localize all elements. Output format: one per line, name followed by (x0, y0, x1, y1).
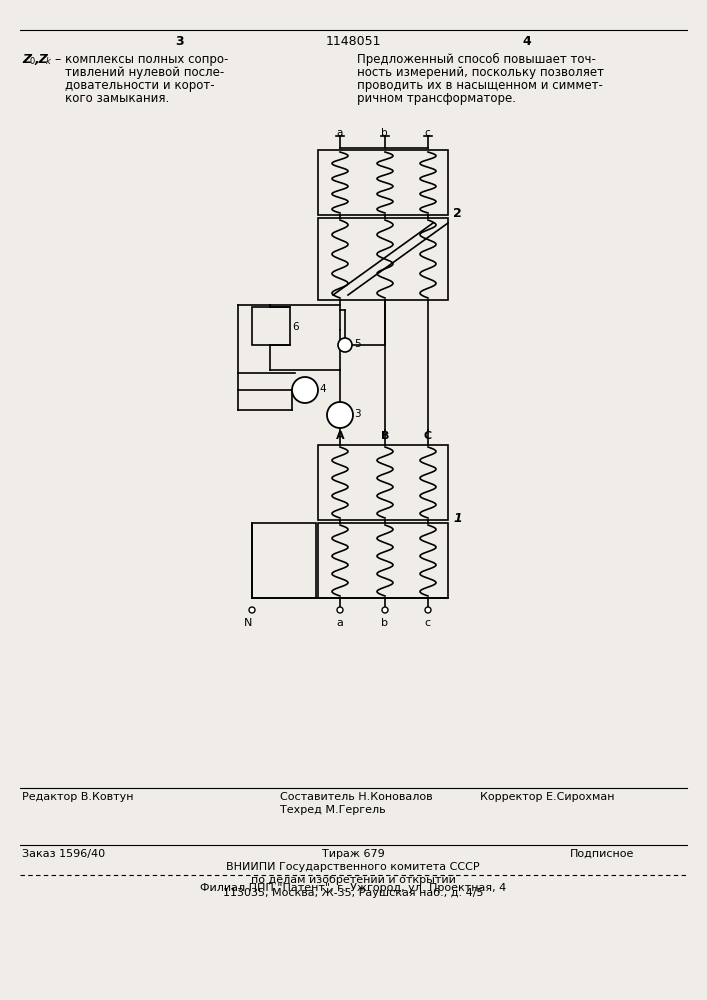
Text: Составитель Н.Коновалов: Составитель Н.Коновалов (280, 792, 433, 802)
Text: Заказ 1596/40: Заказ 1596/40 (22, 849, 105, 859)
Text: ричном трансформаторе.: ричном трансформаторе. (357, 92, 516, 105)
Circle shape (338, 338, 352, 352)
Bar (318, 445, 448, 520)
Text: 2: 2 (453, 207, 462, 220)
Text: Редактор В.Ковтун: Редактор В.Ковтун (22, 792, 134, 802)
Text: b: b (381, 128, 387, 138)
Text: Подписное: Подписное (570, 849, 634, 859)
Circle shape (292, 377, 318, 403)
Text: –: – (51, 53, 62, 66)
Text: 4: 4 (319, 384, 326, 394)
Circle shape (327, 402, 353, 428)
Text: довательности и корот-: довательности и корот- (65, 79, 215, 92)
Text: ность измерений, поскольку позволяет: ность измерений, поскольку позволяет (357, 66, 604, 79)
Text: c: c (424, 618, 430, 628)
Circle shape (382, 607, 388, 613)
Bar (318, 150, 448, 215)
Circle shape (337, 607, 343, 613)
Text: 4: 4 (522, 35, 532, 48)
Text: ВНИИПИ Государственного комитета СССР: ВНИИПИ Государственного комитета СССР (226, 862, 480, 872)
Text: 113035, Москва, Ж-35, Раушская наб., д. 4/5: 113035, Москва, Ж-35, Раушская наб., д. … (223, 888, 484, 898)
Text: 1: 1 (453, 512, 462, 525)
Bar (318, 218, 448, 300)
Text: проводить их в насыщенном и симмет-: проводить их в насыщенном и симмет- (357, 79, 603, 92)
Text: 0: 0 (29, 57, 34, 66)
Text: Филиал ППП "Патент", г. Ужгород, ул. Проектная, 4: Филиал ППП "Патент", г. Ужгород, ул. Про… (200, 883, 506, 893)
Text: 3: 3 (354, 409, 361, 419)
Text: 1148051: 1148051 (325, 35, 381, 48)
Bar (318, 523, 448, 598)
Text: Техред М.Гергель: Техред М.Гергель (280, 805, 385, 815)
Bar (252, 523, 316, 598)
Text: Тираж 679: Тираж 679 (322, 849, 385, 859)
Text: A: A (336, 431, 344, 441)
Circle shape (249, 607, 255, 613)
Text: Корректор Е.Сирохман: Корректор Е.Сирохман (480, 792, 614, 802)
Text: N: N (244, 618, 252, 628)
Text: c: c (424, 128, 430, 138)
Text: b: b (381, 618, 388, 628)
Text: тивлений нулевой после-: тивлений нулевой после- (65, 66, 224, 79)
Text: A: A (335, 409, 343, 419)
Text: ,Z: ,Z (34, 53, 48, 66)
Text: 6: 6 (292, 322, 298, 332)
Text: комплексы полных сопро-: комплексы полных сопро- (65, 53, 228, 66)
Text: по делам изобретений и открытий: по делам изобретений и открытий (250, 875, 455, 885)
Text: кого замыкания.: кого замыкания. (65, 92, 169, 105)
Text: k: k (46, 57, 51, 66)
Text: B: B (381, 431, 390, 441)
Text: a: a (336, 618, 343, 628)
Text: Z: Z (22, 53, 31, 66)
Text: 5: 5 (354, 339, 361, 349)
Text: V: V (300, 384, 308, 394)
Circle shape (425, 607, 431, 613)
Bar (252, 307, 290, 345)
Text: Предложенный способ повышает точ-: Предложенный способ повышает точ- (357, 53, 596, 66)
Text: a: a (336, 128, 342, 138)
Text: 3: 3 (175, 35, 185, 48)
Text: C: C (424, 431, 432, 441)
